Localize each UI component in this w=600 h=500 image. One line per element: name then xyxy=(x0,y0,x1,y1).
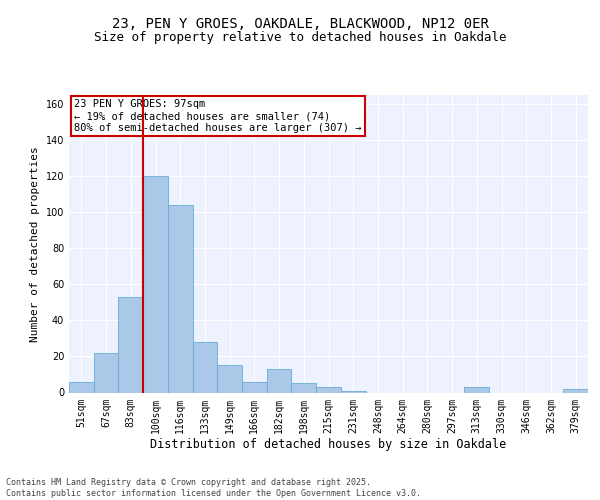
Bar xyxy=(316,387,341,392)
Bar xyxy=(143,176,168,392)
Bar xyxy=(94,353,118,393)
Text: 23 PEN Y GROES: 97sqm
← 19% of detached houses are smaller (74)
80% of semi-deta: 23 PEN Y GROES: 97sqm ← 19% of detached … xyxy=(74,100,362,132)
Bar xyxy=(217,366,242,392)
Bar xyxy=(563,389,588,392)
Text: 23, PEN Y GROES, OAKDALE, BLACKWOOD, NP12 0ER: 23, PEN Y GROES, OAKDALE, BLACKWOOD, NP1… xyxy=(112,18,488,32)
Bar xyxy=(341,390,365,392)
Text: Size of property relative to detached houses in Oakdale: Size of property relative to detached ho… xyxy=(94,31,506,44)
Bar xyxy=(118,297,143,392)
Bar xyxy=(242,382,267,392)
Bar xyxy=(69,382,94,392)
Bar xyxy=(193,342,217,392)
X-axis label: Distribution of detached houses by size in Oakdale: Distribution of detached houses by size … xyxy=(151,438,506,451)
Text: Contains HM Land Registry data © Crown copyright and database right 2025.
Contai: Contains HM Land Registry data © Crown c… xyxy=(6,478,421,498)
Bar xyxy=(464,387,489,392)
Bar xyxy=(168,205,193,392)
Y-axis label: Number of detached properties: Number of detached properties xyxy=(30,146,40,342)
Bar xyxy=(267,369,292,392)
Bar xyxy=(292,384,316,392)
